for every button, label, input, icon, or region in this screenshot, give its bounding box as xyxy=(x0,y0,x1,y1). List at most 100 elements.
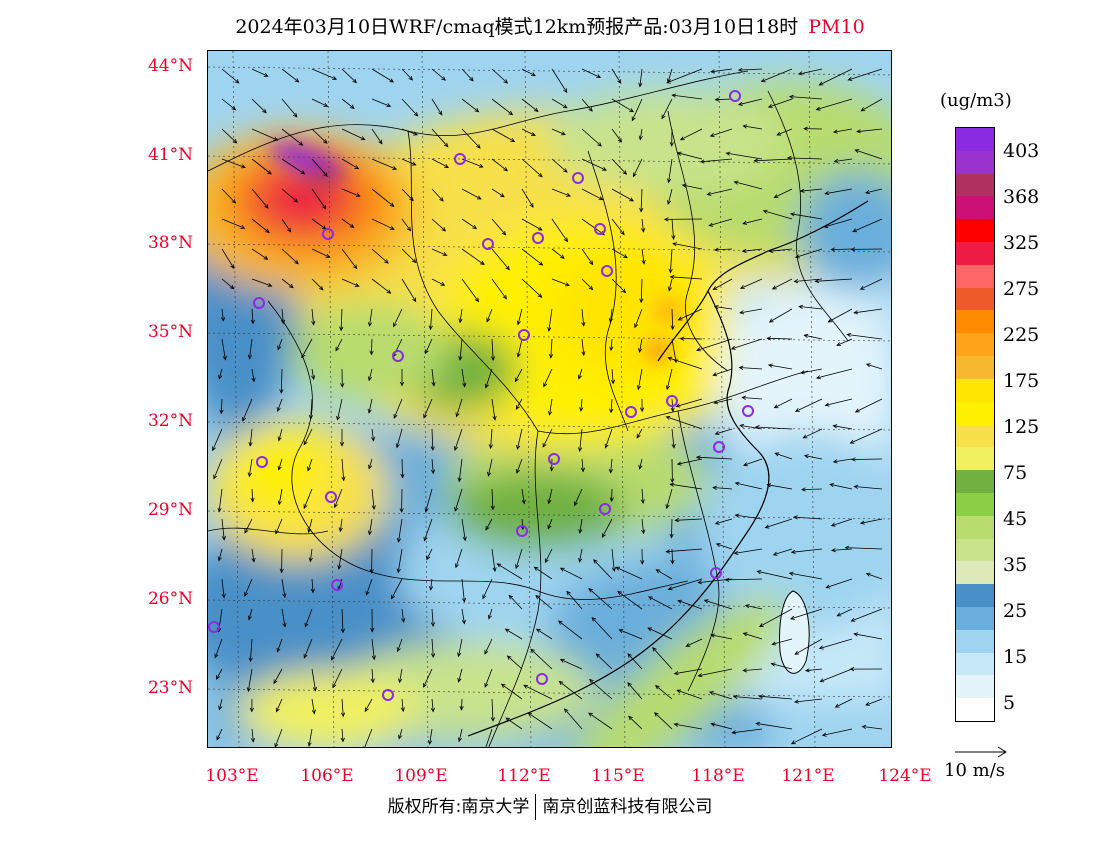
wind-arrow xyxy=(391,578,403,599)
wind-arrow-head xyxy=(488,444,493,450)
legend-swatch xyxy=(956,356,994,380)
wind-arrow-head xyxy=(638,82,643,88)
wind-arrow-head xyxy=(793,699,799,704)
wind-arrow-head xyxy=(250,737,255,743)
wind-arrow-head xyxy=(308,557,313,563)
wind-arrow-head xyxy=(668,268,673,274)
wind-arrow-head xyxy=(669,142,674,147)
wind-arrow xyxy=(401,128,418,136)
wind-arrow xyxy=(341,248,358,269)
legend-label-35: 35 xyxy=(1003,554,1028,576)
wind-arrow-head xyxy=(815,106,821,111)
wind-arrow xyxy=(670,248,673,273)
wind-arrow xyxy=(534,566,553,580)
latitude-gridline xyxy=(208,599,891,609)
wind-arrow xyxy=(773,548,793,556)
wind-arrow xyxy=(426,548,433,560)
wind-arrow-head xyxy=(337,564,342,570)
wind-arrow xyxy=(667,188,673,205)
wind-arrow xyxy=(696,456,733,460)
wind-arrow-head xyxy=(396,568,401,574)
wind-arrow-head xyxy=(665,549,671,554)
wind-arrow-head xyxy=(615,566,621,571)
wind-arrow-head xyxy=(510,137,516,142)
wind-arrow xyxy=(641,488,644,504)
legend-swatch xyxy=(956,584,994,608)
wind-arrow-head xyxy=(530,648,535,654)
wind-arrow-head xyxy=(454,563,459,569)
wind-arrow-head xyxy=(396,537,402,543)
wind-arrow-head xyxy=(560,254,565,259)
wind-arrow-head xyxy=(588,678,594,684)
wind-arrow xyxy=(431,638,434,658)
wind-arrow xyxy=(488,608,493,619)
wind-arrow xyxy=(790,608,823,620)
wind-arrow xyxy=(311,698,315,714)
wind-arrow xyxy=(431,128,449,147)
wind-arrow xyxy=(767,484,793,490)
wind-arrow-head xyxy=(712,485,717,490)
wind-key-arrow xyxy=(955,746,1007,758)
wind-arrow xyxy=(311,68,337,80)
wind-arrow-head xyxy=(514,377,519,383)
wind-arrow xyxy=(507,655,523,670)
wind-arrow xyxy=(216,728,223,740)
wind-arrow xyxy=(461,248,485,265)
wind-arrow-head xyxy=(695,455,701,460)
wind-arrow-head xyxy=(492,567,497,573)
wind-arrow-head xyxy=(667,178,672,184)
wind-arrow-head xyxy=(523,684,529,689)
wind-arrow-head xyxy=(641,529,646,535)
wind-arrow xyxy=(393,308,403,327)
wind-arrow xyxy=(610,338,613,351)
wind-arrow xyxy=(845,547,883,550)
lat-label-41: 41°N xyxy=(147,145,193,165)
wind-arrow-head xyxy=(638,348,643,354)
wind-arrow-head xyxy=(714,431,720,435)
wind-arrow xyxy=(368,368,373,381)
wind-arrow xyxy=(242,398,253,422)
wind-arrow xyxy=(768,364,793,370)
wind-arrow xyxy=(548,488,553,504)
title-pollutant: PM10 xyxy=(808,16,865,38)
wind-arrow xyxy=(666,416,703,430)
wind-arrow xyxy=(221,578,225,598)
wind-arrow xyxy=(581,218,605,236)
wind-arrow-head xyxy=(240,225,246,229)
wind-arrow xyxy=(221,218,245,229)
wind-arrow xyxy=(581,188,603,201)
wind-arrow-head xyxy=(609,408,614,414)
wind-arrow-head xyxy=(673,671,679,676)
wind-arrow-head xyxy=(601,533,606,539)
wind-arrow-head xyxy=(325,253,331,258)
wind-arrow-head xyxy=(423,683,427,688)
wind-arrow-head xyxy=(617,79,622,85)
wind-arrow-head xyxy=(844,545,850,550)
wind-arrow-head xyxy=(396,647,401,653)
wind-arrow-head xyxy=(531,72,536,77)
wind-arrow-head xyxy=(793,515,798,520)
wind-arrow xyxy=(431,248,447,256)
wind-arrow xyxy=(311,128,328,144)
legend-swatch xyxy=(956,538,994,562)
wind-arrow-head xyxy=(457,737,462,743)
wind-arrow xyxy=(670,483,703,490)
wind-arrow xyxy=(425,338,433,354)
wind-arrow-head xyxy=(340,628,345,634)
wind-arrow xyxy=(710,634,733,640)
wind-arrow-head xyxy=(770,662,776,667)
wind-arrow-head xyxy=(788,571,794,576)
wind-arrow xyxy=(517,428,523,450)
wind-arrow xyxy=(307,458,313,471)
wind-arrow xyxy=(771,663,793,670)
wind-arrow xyxy=(371,278,391,294)
wind-arrow xyxy=(564,708,583,730)
wind-arrow xyxy=(280,368,283,394)
wind-arrow xyxy=(593,559,613,580)
wind-arrow-head xyxy=(818,81,824,86)
wind-arrow-head xyxy=(636,433,641,439)
wind-arrow xyxy=(581,98,593,112)
wind-arrow-head xyxy=(398,734,403,740)
wind-arrow xyxy=(338,578,343,591)
wind-arrow-head xyxy=(350,104,355,109)
